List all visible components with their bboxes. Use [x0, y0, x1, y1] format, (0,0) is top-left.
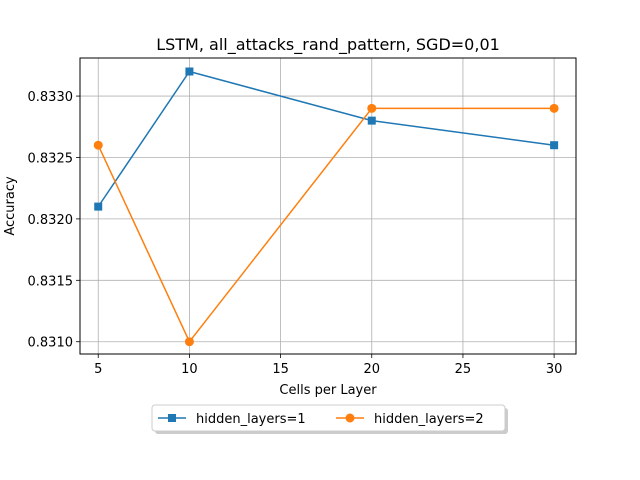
data-point — [549, 103, 559, 113]
x-tick-label: 30 — [546, 362, 563, 377]
grid-lines — [80, 58, 576, 354]
data-point — [550, 141, 559, 150]
legend-box — [151, 404, 506, 432]
legend: hidden_layers=1 hidden_layers=2 — [151, 404, 508, 434]
x-tick-label: 15 — [272, 362, 289, 377]
x-tick-label: 25 — [455, 362, 472, 377]
data-point — [185, 67, 194, 76]
series-line-1 — [97, 70, 555, 208]
data-point — [93, 140, 103, 150]
x-axis-label: Cells per Layer — [279, 383, 377, 398]
data-point — [94, 202, 103, 211]
x-tick-label: 20 — [363, 362, 380, 377]
series-layer — [93, 67, 559, 347]
x-tick-label: 10 — [181, 362, 198, 377]
legend-marker — [168, 414, 176, 422]
plot-frame — [79, 57, 577, 355]
x-axis: 5 10 15 20 25 30 — [94, 354, 562, 377]
series-line-2 — [97, 107, 555, 344]
x-tick-label: 5 — [94, 362, 102, 377]
y-axis-label: Accuracy — [3, 176, 18, 236]
data-point — [367, 116, 376, 125]
legend-label: hidden_layers=1 — [196, 412, 306, 427]
legend-marker — [345, 413, 355, 423]
y-axis: 0.8310 0.8315 0.8320 0.8325 0.8330 — [28, 90, 80, 351]
data-point — [184, 337, 194, 347]
y-tick-label: 0.8325 — [28, 151, 74, 166]
data-point — [367, 103, 377, 113]
chart-title: LSTM, all_attacks_rand_pattern, SGD=0,01 — [156, 35, 500, 55]
y-tick-label: 0.8315 — [28, 274, 74, 289]
y-tick-label: 0.8330 — [28, 90, 74, 105]
legend-label: hidden_layers=2 — [374, 412, 484, 427]
y-tick-label: 0.8320 — [28, 213, 74, 228]
y-tick-label: 0.8310 — [28, 336, 74, 351]
